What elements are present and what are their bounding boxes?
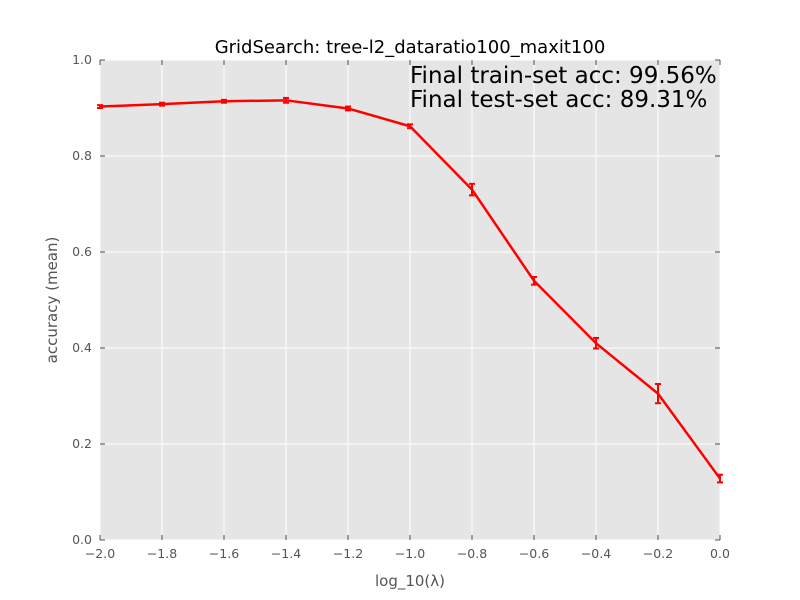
y-tick-label: 1.0 xyxy=(72,52,92,67)
x-tick-label: −1.2 xyxy=(333,546,363,561)
x-axis-label: log_10(λ) xyxy=(375,572,445,591)
axis-ticks: −2.0 −1.8 −1.6 −1.4 −1.2 −1.0 −0.8 −0.6 −0.4 −0.2… xyxy=(72,52,730,561)
error-bar xyxy=(531,275,537,286)
error-bar xyxy=(655,383,661,405)
x-tick-label: −0.2 xyxy=(643,546,673,561)
grid-lines xyxy=(99,59,721,541)
x-tick-label: 0.0 xyxy=(710,546,730,561)
y-tick-label: 0.2 xyxy=(72,436,92,451)
error-bar xyxy=(593,336,599,350)
x-tick-label: −1.6 xyxy=(209,546,239,561)
test-accuracy-annotation: Final test-set acc: 89.31% xyxy=(410,87,707,113)
series-layer xyxy=(97,96,723,484)
chart-title: GridSearch: tree-l2_dataratio100_maxit10… xyxy=(215,37,606,58)
error-bar xyxy=(159,101,165,107)
error-bar xyxy=(283,96,289,104)
y-tick-label: 0.4 xyxy=(72,340,92,355)
error-bar xyxy=(717,473,723,484)
error-bar xyxy=(469,182,475,197)
x-tick-label: −0.4 xyxy=(581,546,611,561)
x-tick-label: −0.6 xyxy=(519,546,549,561)
error-bar xyxy=(407,123,413,130)
y-tick-label: 0.6 xyxy=(72,244,92,259)
x-tick-label: −0.8 xyxy=(457,546,487,561)
error-bar xyxy=(345,105,351,112)
error-bar xyxy=(221,98,227,104)
x-tick-label: −2.0 xyxy=(85,546,115,561)
train-accuracy-annotation: Final train-set acc: 99.56% xyxy=(410,63,717,89)
y-tick-label: 0.8 xyxy=(72,148,92,163)
x-tick-label: −1.4 xyxy=(271,546,301,561)
error-bar xyxy=(97,104,103,109)
y-axis-label: accuracy (mean) xyxy=(43,237,61,364)
y-tick-label: 0.0 xyxy=(72,532,92,547)
x-tick-label: −1.0 xyxy=(395,546,425,561)
x-tick-label: −1.8 xyxy=(147,546,177,561)
